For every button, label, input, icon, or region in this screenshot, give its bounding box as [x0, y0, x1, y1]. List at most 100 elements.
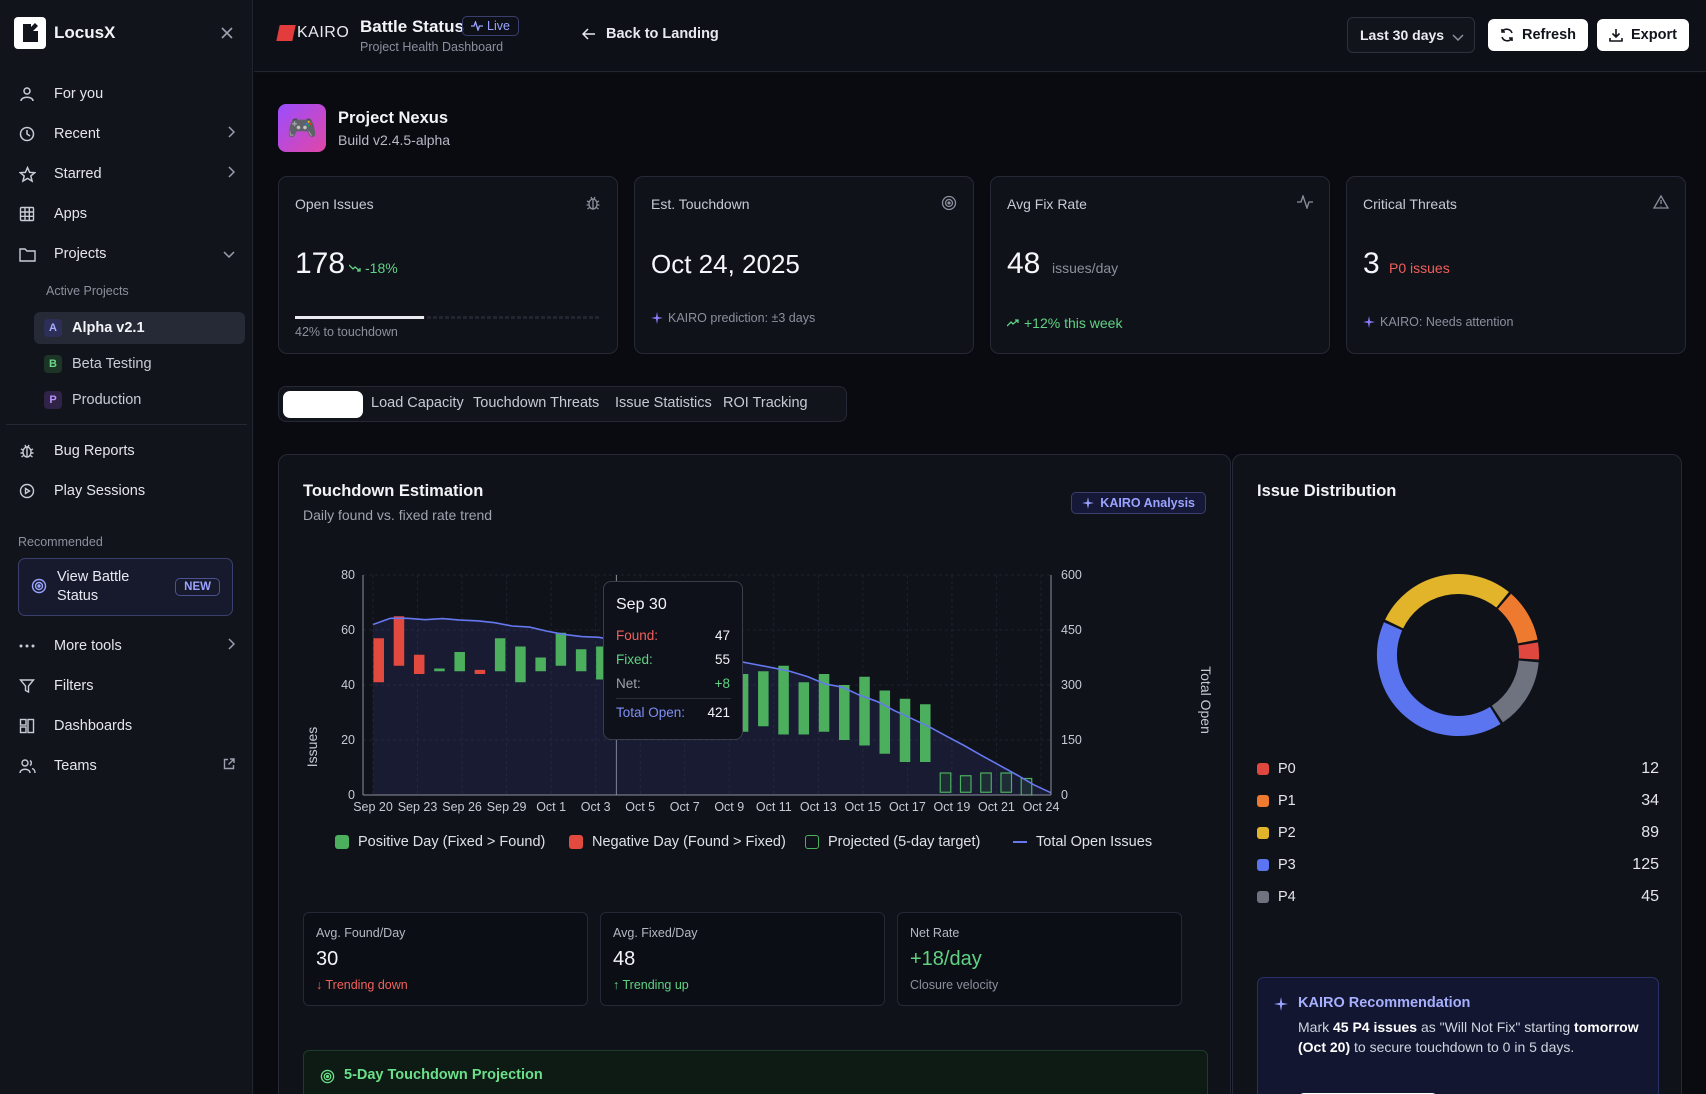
kpi-touchdown: Est. Touchdown Oct 24, 2025 KAIRO predic…	[634, 176, 974, 354]
kairo-logo[interactable]: KAIRO	[276, 24, 349, 42]
filter-icon	[18, 677, 36, 695]
dist-item-p0[interactable]: P0 12	[1257, 759, 1659, 779]
dist-label: P0	[1278, 761, 1296, 777]
bar-positive	[919, 704, 931, 762]
bar-positive	[758, 671, 769, 727]
nav-dashboards[interactable]: Dashboards	[8, 708, 245, 744]
touchdown-chart[interactable]: 0 20 40 60 80 0 150 300 450 600 Sep 20 Sep 23 Sep 26…	[279, 550, 1232, 910]
new-badge: NEW	[175, 578, 220, 596]
date-range-select[interactable]: Last 30 days	[1347, 17, 1475, 53]
nav-projects[interactable]: Projects	[8, 236, 245, 272]
nav-play-sessions[interactable]: Play Sessions	[8, 473, 245, 509]
target-icon	[320, 1069, 335, 1087]
dist-value: 89	[1641, 824, 1659, 841]
project-item-production[interactable]: P Production	[34, 384, 245, 416]
stat-foot: ↓ Trending down	[316, 978, 408, 992]
kpi-delta-value: -18%	[365, 260, 398, 276]
legend-label: Projected (5-day target)	[828, 834, 981, 850]
nav-label: Bug Reports	[54, 443, 135, 459]
brand-name: LocusX	[54, 23, 116, 42]
sparkle-icon	[1363, 316, 1375, 328]
back-label: Back to Landing	[606, 26, 719, 42]
bar-positive	[515, 646, 526, 683]
kpi-label: Open Issues	[295, 196, 374, 212]
page-title: Battle Status	[360, 17, 464, 36]
view-battle-status-card[interactable]: View Battle Status NEW	[18, 558, 233, 616]
nav-label: Projects	[54, 246, 107, 262]
kpi-label: Avg Fix Rate	[1007, 196, 1087, 212]
chevron-down-icon	[223, 246, 235, 262]
tab-load-capacity[interactable]: Load Capacity	[371, 395, 464, 411]
bar-positive	[494, 638, 506, 672]
dist-swatch	[1257, 891, 1269, 903]
y2-tick-label: 150	[1061, 733, 1082, 747]
legend-projected[interactable]: Projected (5-day target)	[805, 834, 980, 850]
kpi-foot: +12% this week	[1007, 315, 1122, 331]
y2-axis-label: Total Open	[1198, 666, 1214, 734]
donut-slice-p4[interactable]	[1491, 660, 1539, 723]
bar-positive	[899, 698, 911, 762]
recommended-label: Recommended	[18, 535, 103, 549]
dist-item-p2[interactable]: P2 89	[1257, 823, 1659, 843]
tab-roi-tracking[interactable]: ROI Tracking	[723, 395, 808, 411]
trend-down-icon	[349, 264, 361, 272]
dist-item-p4[interactable]: P4 45	[1257, 887, 1659, 907]
export-button[interactable]: Export	[1597, 19, 1689, 51]
tab-overview[interactable]	[283, 391, 363, 418]
grid-icon	[18, 205, 36, 223]
locusx-logo[interactable]	[14, 17, 46, 49]
legend-positive[interactable]: Positive Day (Fixed > Found)	[335, 834, 545, 850]
project-item-beta[interactable]: B Beta Testing	[34, 348, 245, 380]
nav-filters[interactable]: Filters	[8, 668, 245, 704]
project-item-alpha[interactable]: A Alpha v2.1	[34, 312, 245, 344]
touchdown-estimation-card: Touchdown Estimation Daily found vs. fix…	[278, 454, 1231, 1094]
nav-label: Play Sessions	[54, 483, 146, 499]
issue-distribution-donut[interactable]	[1233, 555, 1683, 755]
x-tick-label: Oct 19	[934, 800, 971, 814]
donut-slice-p2[interactable]	[1385, 574, 1509, 629]
tooltip-found: 47	[714, 628, 730, 643]
kpi-open-issues: Open Issues 178 -18% 42% to touchdown	[278, 176, 618, 354]
nav-recent[interactable]: Recent	[8, 116, 245, 152]
dist-item-p3[interactable]: P3 125	[1257, 855, 1659, 875]
tab-issue-statistics[interactable]: Issue Statistics	[615, 395, 712, 411]
dist-value: 12	[1641, 760, 1659, 777]
x-tick-label: Oct 9	[714, 800, 744, 814]
dist-item-p1[interactable]: P1 34	[1257, 791, 1659, 811]
legend-negative[interactable]: Negative Day (Found > Fixed)	[569, 834, 786, 850]
donut-slice-p0[interactable]	[1518, 642, 1539, 660]
donut-slice-p3[interactable]	[1377, 622, 1501, 736]
tooltip-total-label: Total Open:	[616, 705, 686, 720]
nav-apps[interactable]: Apps	[8, 196, 245, 232]
play-circle-icon	[18, 482, 36, 500]
sidebar-header: LocusX	[0, 0, 252, 66]
tooltip-fixed: 55	[714, 652, 730, 667]
export-label: Export	[1631, 27, 1677, 43]
back-to-landing-link[interactable]: Back to Landing	[582, 26, 719, 42]
nav-teams[interactable]: Teams	[8, 748, 245, 784]
kpi-value: 178	[295, 247, 346, 280]
dist-label: P4	[1278, 889, 1296, 905]
refresh-icon	[1501, 28, 1513, 42]
y-tick-label: 0	[348, 788, 355, 802]
alert-triangle-icon	[1652, 194, 1670, 212]
tab-touchdown-threats[interactable]: Touchdown Threats	[473, 395, 600, 411]
nav-starred[interactable]: Starred	[8, 156, 245, 192]
close-icon[interactable]	[216, 22, 238, 44]
nav-bug-reports[interactable]: Bug Reports	[8, 433, 245, 469]
donut-slice-p1[interactable]	[1497, 593, 1538, 644]
legend-total-open[interactable]: Total Open Issues	[1013, 834, 1152, 850]
sparkle-icon	[651, 312, 663, 324]
live-badge: Live	[462, 16, 519, 36]
nav-more-tools[interactable]: More tools	[8, 628, 245, 664]
y-tick-label: 20	[341, 733, 355, 747]
kairo-analysis-badge[interactable]: KAIRO Analysis	[1071, 492, 1206, 514]
star-icon	[18, 165, 36, 183]
nav-for-you[interactable]: For you	[8, 76, 245, 112]
project-badge: A	[44, 319, 62, 337]
legend-swatch	[569, 835, 583, 849]
date-range-value: Last 30 days	[1360, 27, 1445, 43]
refresh-button[interactable]: Refresh	[1488, 19, 1588, 51]
kpi-critical-threats: Critical Threats 3 P0 issues KAIRO: Need…	[1346, 176, 1686, 354]
team-icon	[18, 757, 36, 775]
